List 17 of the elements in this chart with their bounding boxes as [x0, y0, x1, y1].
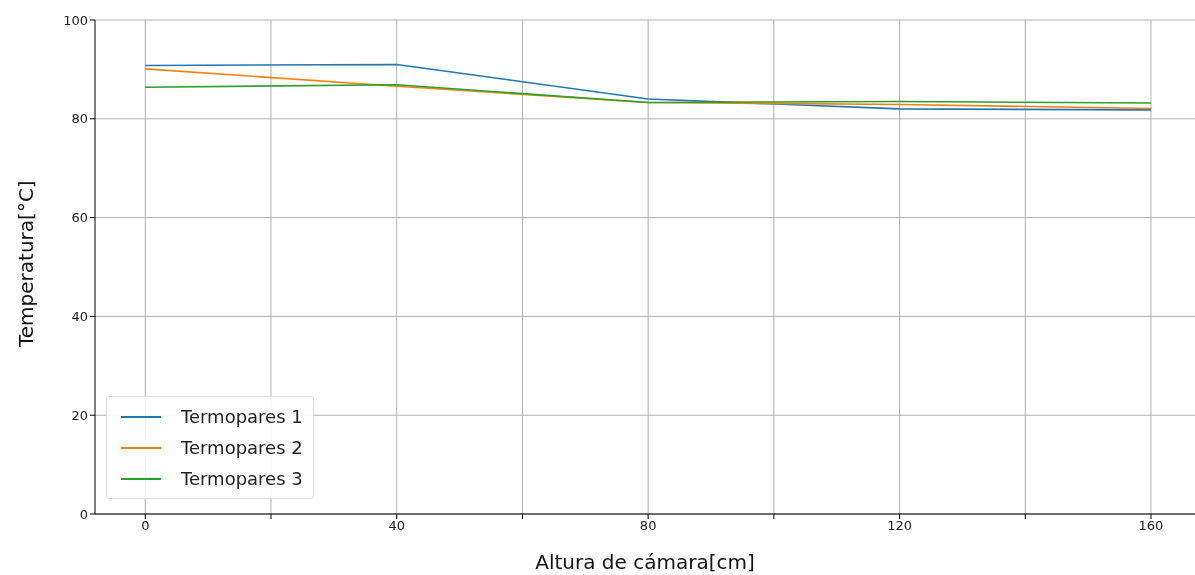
- y-tick-label: 0: [79, 506, 88, 522]
- x-tick-label: 0: [141, 518, 150, 534]
- x-tick-label: 160: [1138, 518, 1164, 534]
- y-tick-label: 60: [71, 210, 88, 226]
- x-tick-label: 120: [887, 518, 912, 534]
- legend-label: Termopares 2: [181, 437, 303, 458]
- y-tick-label: 100: [63, 12, 88, 28]
- x-tick-label: 80: [639, 518, 657, 534]
- legend-label: Termopares 3: [181, 468, 303, 489]
- line-series: [144, 83, 1152, 104]
- y-tick-label: 80: [71, 111, 88, 127]
- y-axis-title: Temperatura[°C]: [14, 180, 39, 348]
- y-tick-label: 40: [71, 309, 88, 325]
- legend-label: Termopares 1: [181, 406, 303, 427]
- x-tick-label: 40: [388, 518, 405, 534]
- x-axis-title: Altura de cámara[cm]: [535, 550, 755, 574]
- y-tick-label: 20: [71, 407, 88, 423]
